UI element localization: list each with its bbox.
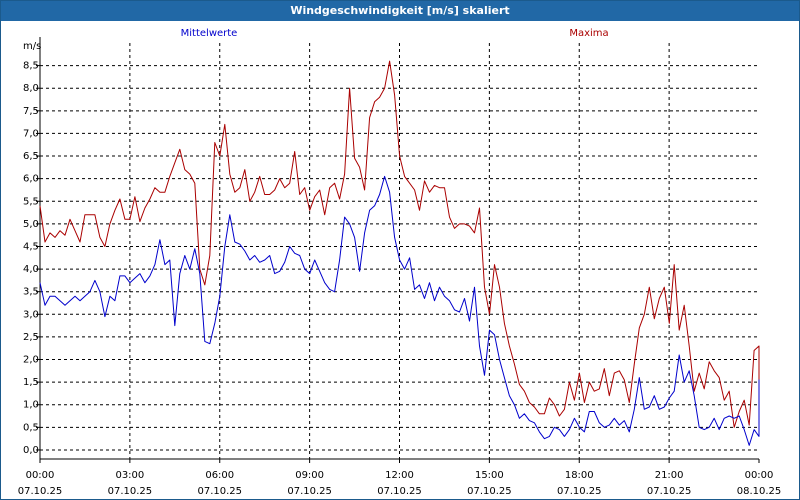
x-tick-time: 12:00 (385, 470, 414, 481)
series-line-maxima (39, 60, 760, 428)
x-tick-time: 00:00 (745, 470, 774, 481)
y-tick-label: 2,0 (23, 355, 39, 366)
x-tick-date: 07.10.25 (287, 486, 332, 497)
x-tick-time: 03:00 (115, 470, 144, 481)
y-tick-label: 4,0 (23, 264, 39, 275)
x-tick-time: 06:00 (205, 470, 234, 481)
y-tick-label: 4,5 (23, 241, 39, 252)
y-tick-label: 1,5 (23, 377, 39, 388)
y-tick-label: 7,5 (23, 106, 39, 117)
x-tick-time: 09:00 (295, 470, 324, 481)
legend-maxima: Maxima (569, 28, 608, 39)
x-tick-time: 00:00 (26, 470, 55, 481)
x-tick-time: 15:00 (475, 470, 504, 481)
x-tick-date: 07.10.25 (467, 486, 512, 497)
y-tick-label: 2,5 (23, 332, 39, 343)
y-tick-label: 7,0 (23, 128, 39, 139)
x-tick-date: 08.10.25 (737, 486, 782, 497)
legend-mittelwerte: Mittelwerte (181, 28, 238, 39)
y-tick-label: 0,5 (23, 422, 39, 433)
x-tick-date: 07.10.25 (557, 486, 602, 497)
y-tick-label: 6,5 (23, 151, 39, 162)
y-tick-label: 1,0 (23, 400, 39, 411)
y-axis-label: m/s (23, 41, 41, 52)
y-tick-label: 3,0 (23, 309, 39, 320)
y-tick-label: 5,5 (23, 196, 39, 207)
x-tick-date: 07.10.25 (377, 486, 422, 497)
y-tick-label: 3,5 (23, 287, 39, 298)
y-tick-label: 5,0 (23, 219, 39, 230)
x-tick-date: 07.10.25 (647, 486, 692, 497)
x-tick-time: 18:00 (565, 470, 594, 481)
y-tick-label: 0,0 (23, 445, 39, 456)
x-tick-date: 07.10.25 (108, 486, 153, 497)
x-tick-date: 07.10.25 (18, 486, 63, 497)
x-tick-time: 21:00 (655, 470, 684, 481)
chart-title: Windgeschwindigkeit [m/s] skaliert (1, 1, 799, 21)
x-tick-date: 07.10.25 (197, 486, 242, 497)
y-tick-label: 8,0 (23, 83, 39, 94)
series-line-mittelwerte (39, 175, 760, 446)
y-tick-label: 8,5 (23, 61, 39, 72)
y-tick-label: 6,0 (23, 174, 39, 185)
